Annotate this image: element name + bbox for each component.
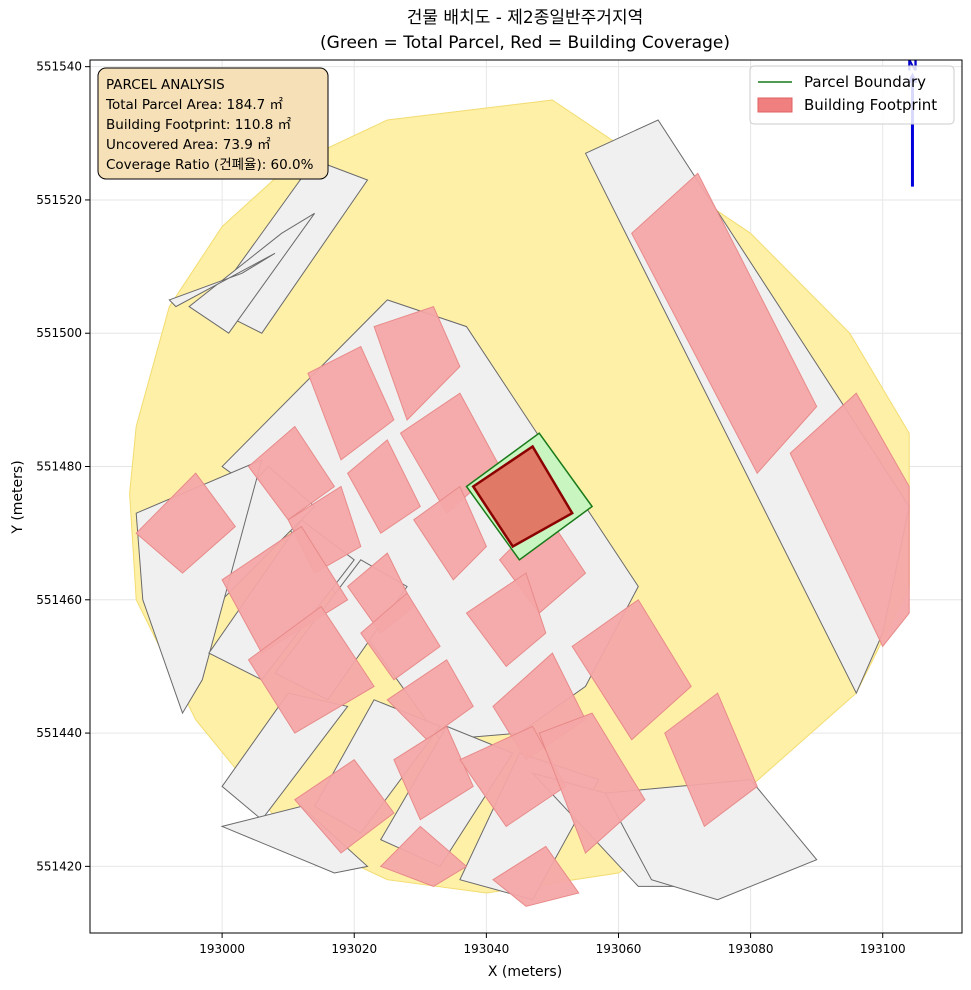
- target-building-polygon: [471, 444, 574, 549]
- x-tick-label-3: 193060: [596, 942, 642, 956]
- building-polygon-12: [221, 525, 349, 654]
- y-tick-label-0: 551420: [36, 859, 82, 873]
- info-footprint: Building Footprint: 110.8 ㎡: [106, 117, 292, 133]
- building-polygon-11: [135, 472, 236, 574]
- building-polygon-16: [386, 659, 474, 741]
- x-tick-label-5: 193100: [860, 942, 906, 956]
- surrounding-buildings: [135, 172, 910, 907]
- legend: Parcel Boundary Building Footprint: [749, 65, 955, 125]
- info-box: PARCEL ANALYSIS Total Parcel Area: 184.7…: [97, 67, 329, 180]
- building-polygon-15: [247, 605, 375, 734]
- x-tick-label-2: 193040: [463, 942, 509, 956]
- y-tick-label-5: 551520: [36, 193, 82, 207]
- x-axis-ticks: 193000 193020 193040 193060 193080 193100: [199, 933, 906, 956]
- building-polygon-24: [379, 825, 468, 887]
- x-tick-label-1: 193020: [331, 942, 377, 956]
- building-polygon-6: [413, 485, 487, 581]
- building-polygon-25: [492, 845, 580, 907]
- info-coverage-ratio: Coverage Ratio (건폐율): 60.0%: [106, 157, 314, 173]
- y-tick-label-6: 551540: [36, 60, 82, 74]
- y-tick-label-1: 551440: [36, 726, 82, 740]
- chart-title-line2: (Green = Total Parcel, Red = Building Co…: [320, 33, 730, 53]
- building-polygon-9: [247, 425, 336, 521]
- target-parcel-group: [465, 432, 594, 561]
- y-axis-label: Y (meters): [10, 460, 26, 534]
- building-polygon-5: [346, 439, 421, 534]
- building-polygon-20: [393, 725, 474, 821]
- chart-title-line1: 건물 배치도 - 제2종일반주거지역: [407, 8, 643, 28]
- x-axis-label: X (meters): [488, 964, 562, 980]
- parcel-polygon-3: [168, 252, 276, 308]
- building-polygon-2: [373, 305, 461, 421]
- x-tick-label-0: 193000: [199, 942, 245, 956]
- info-heading: PARCEL ANALYSIS: [106, 77, 225, 93]
- building-polygon-3: [307, 345, 395, 461]
- building-polygon-14: [360, 592, 441, 681]
- info-total-area: Total Parcel Area: 184.7 ㎡: [105, 97, 283, 113]
- parcel-polygon-11: [220, 805, 369, 874]
- building-polygon-22: [538, 712, 646, 854]
- building-polygon-23: [664, 692, 758, 828]
- x-tick-label-4: 193080: [728, 942, 774, 956]
- building-polygon-0: [631, 172, 818, 475]
- y-tick-label-4: 551500: [36, 326, 82, 340]
- building-polygon-19: [294, 759, 395, 854]
- legend-building-swatch: [757, 97, 793, 113]
- y-tick-label-2: 551460: [36, 593, 82, 607]
- building-polygon-18: [571, 599, 692, 741]
- info-uncovered: Uncovered Area: 73.9 ㎡: [106, 137, 271, 153]
- building-polygon-8: [465, 572, 547, 668]
- legend-parcel-boundary: Parcel Boundary: [804, 73, 926, 91]
- y-tick-label-3: 551480: [36, 460, 82, 474]
- building-polygon-1: [789, 392, 910, 648]
- plot-area: [89, 59, 963, 934]
- y-axis-ticks: 551420 551440 551460 551480 551500 551520 5515…: [36, 60, 90, 873]
- legend-building-footprint: Building Footprint: [804, 96, 937, 114]
